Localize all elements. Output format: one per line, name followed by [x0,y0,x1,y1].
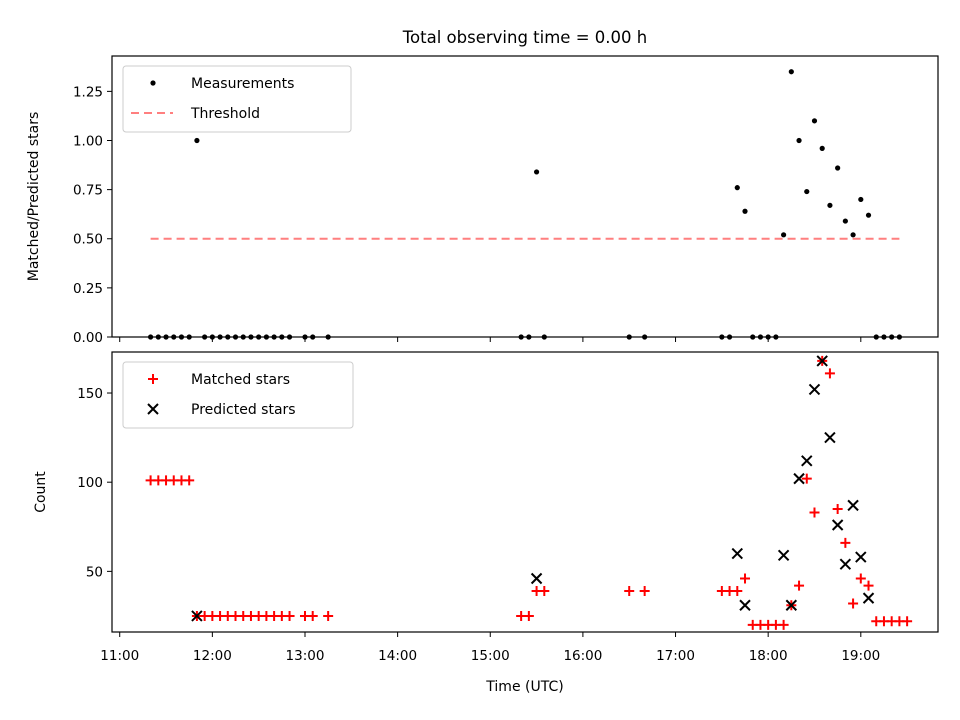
x-tick-label: 15:00 [471,648,510,664]
data-point [523,610,534,621]
y-tick-label: 50 [86,564,103,580]
data-point [794,580,805,591]
x-tick-label: 13:00 [286,648,325,664]
data-point [824,368,835,379]
series-matched-stars [145,355,913,630]
data-point [778,619,789,630]
y-tick-label: 0.25 [73,281,103,297]
x-tick-label: 18:00 [749,648,788,664]
data-point [848,598,859,609]
data-point [811,118,818,124]
x-tick-label: 12:00 [193,648,232,664]
x-tick-label: 16:00 [563,648,602,664]
data-point [781,232,787,238]
plot-frame [111,351,939,633]
data-point [827,202,833,208]
legend-label: Threshold [190,106,260,122]
data-point [863,580,874,591]
legend-label: Matched stars [191,372,290,388]
legend-label: Predicted stars [191,402,296,418]
data-point [809,507,820,518]
data-point [194,137,200,144]
data-point [639,585,650,596]
data-point [824,431,836,444]
series-predicted-stars [191,355,875,622]
data-point [788,69,794,75]
data-point [847,499,859,512]
chart-title: Total observing time = 0.00 h [402,28,647,47]
x-tick-label: 11:00 [100,648,139,664]
data-point [835,165,841,171]
data-point [819,145,825,151]
data-point [858,196,864,203]
y-axis-label: Matched/Predicted stars [26,112,42,282]
legend-marker [147,403,159,415]
data-point [842,218,848,224]
data-point [732,585,743,596]
series-measurements [147,69,903,340]
data-point [624,585,635,596]
data-point [539,585,550,596]
y-tick-label: 1.00 [73,133,103,149]
y-tick-label: 150 [77,386,103,402]
data-point [855,551,867,563]
y-tick-label: 0.75 [73,183,103,199]
data-point [816,355,828,367]
y-tick-label: 0.00 [73,330,103,346]
legend-box [122,361,354,429]
data-point [191,610,203,622]
data-point [731,547,743,560]
legend-marker [148,374,158,384]
x-tick-label: 14:00 [378,648,417,664]
data-point [796,137,802,144]
data-point [284,610,295,621]
y-tick-label: 1.25 [73,84,103,100]
x-tick-label: 17:00 [656,648,695,664]
legend: Matched stars Predicted stars [122,361,354,429]
data-point [734,185,740,191]
data-point [808,383,821,396]
x-tick-label: 19:00 [841,648,880,664]
y-tick-label: 100 [77,475,103,491]
data-point [530,572,543,585]
data-point [740,573,751,584]
data-point [785,599,798,611]
legend-label: Measurements [191,76,294,92]
data-point [801,455,813,467]
data-point [865,212,872,218]
data-point [742,208,748,214]
y-axis-label: Count [33,471,49,513]
data-point [533,169,540,175]
legend: Measurements Threshold [122,65,352,133]
y-tick-label: 0.50 [73,232,103,248]
panel-ratio: 0.00 0.25 0.50 0.75 1.00 1.25 Matched/Predicte… [26,55,939,346]
data-point [793,472,805,485]
x-axis-label: Time (UTC) [485,679,563,695]
data-point [902,616,913,627]
data-point [323,610,334,621]
data-point [839,558,852,570]
data-point [831,519,844,531]
data-point [850,232,856,238]
data-point [862,592,875,604]
data-point [307,610,318,621]
data-point [804,188,810,195]
data-point [801,473,812,484]
legend-box [122,65,352,133]
data-point [739,599,751,611]
data-point [777,549,790,562]
data-point [840,537,851,548]
plot-frame [111,55,939,338]
data-point [184,475,195,486]
panel-counts: 50 100 150 11:00 12:00 13:00 14:00 15:00 16:00 17… [33,351,939,664]
data-point [855,573,866,584]
legend-marker [150,80,156,86]
data-point [832,503,843,514]
